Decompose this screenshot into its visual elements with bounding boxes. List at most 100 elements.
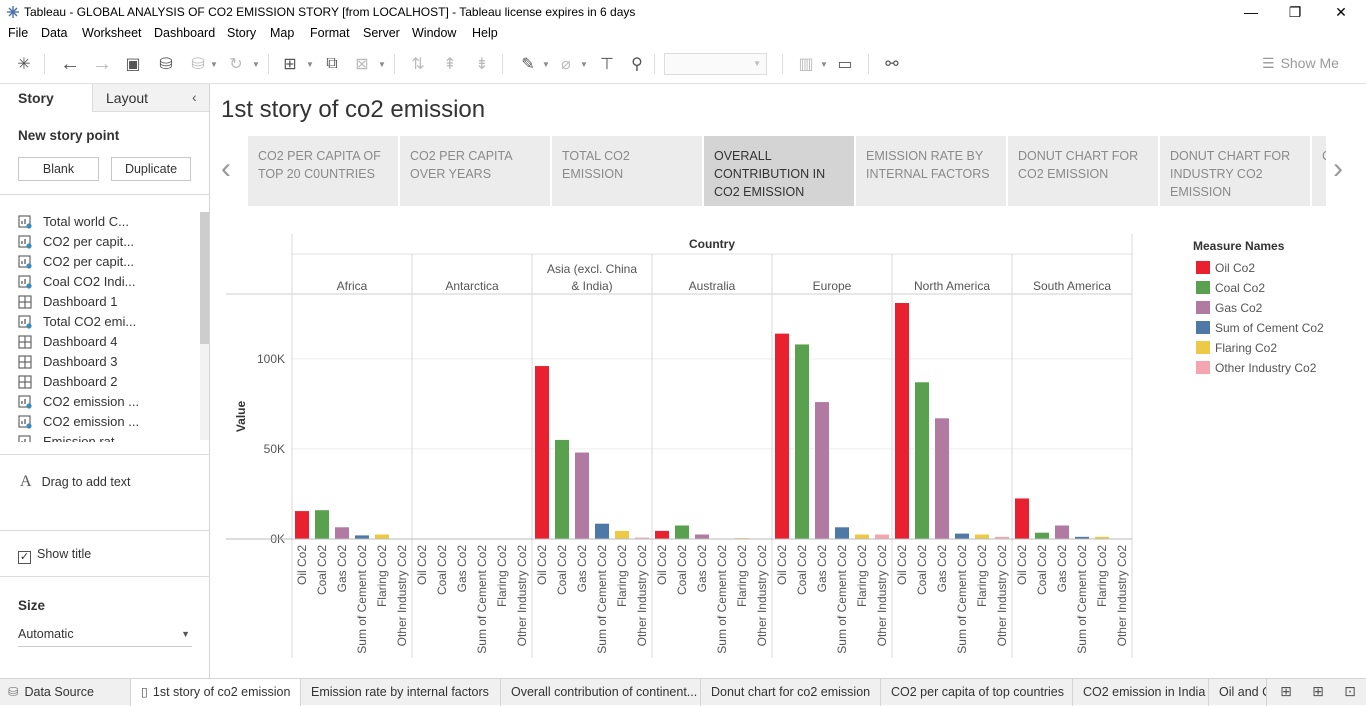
y-tick-label: 100K [257,352,285,366]
pin-icon[interactable]: ⚲ [625,52,649,76]
presentation-mode-icon[interactable]: ▭ [833,52,857,76]
worksheet-icon [18,215,32,229]
redo-icon[interactable]: → [90,52,114,76]
x-tick-label: Gas Co2 [335,545,349,593]
legend-swatch [1196,301,1210,314]
share-icon[interactable]: ⚯ [880,52,904,76]
legend-swatch [1196,261,1210,274]
menu-format[interactable]: Format [310,26,350,40]
new-sheet-icon[interactable]: ⊞ [278,52,302,76]
scrollbar-thumb[interactable] [200,212,209,344]
sort-descending-icon[interactable]: ⇟ [470,52,494,76]
sort-ascending-icon[interactable]: ⇞ [438,52,462,76]
show-labels-icon[interactable]: ⊤ [595,52,619,76]
menu-file[interactable]: File [8,26,28,40]
clear-sheet-icon[interactable]: ⊠ [350,52,374,76]
story-point-6[interactable]: DONUT CHART FOR CO2 EMISSION [1008,136,1158,206]
tableau-home-icon[interactable]: ✳ [12,52,36,76]
x-tick-label: Other Industry Co2 [755,545,769,647]
bar [575,453,589,539]
worksheet-icon [18,255,32,269]
collapse-panel-icon[interactable]: ‹ [192,89,197,105]
sheet-tab[interactable]: Donut chart for co2 emission [701,679,881,706]
x-tick-label: Sum of Cement Co2 [715,545,729,654]
chevron-down-icon[interactable]: ▼ [306,60,314,69]
show-me-button[interactable]: ☰Show Me [1262,55,1339,72]
blank-button[interactable]: Blank [18,157,99,181]
show-title-checkbox[interactable]: ✓Show title [18,547,91,564]
new-dashboard-icon[interactable]: ⊞ [1308,683,1328,701]
dashboard-icon [18,335,32,349]
pause-updates-icon[interactable]: ⛁ [186,52,210,76]
group-icon[interactable]: ⌀ [554,52,578,76]
tableau-logo-icon [6,5,20,19]
chevron-down-icon[interactable]: ▼ [252,60,260,69]
menu-dashboard[interactable]: Dashboard [154,26,215,40]
save-icon[interactable]: ▣ [121,52,145,76]
x-tick-label: Coal Co2 [555,545,569,595]
story-point-2[interactable]: CO2 PER CAPITA OVER YEARS [400,136,550,206]
chevron-down-icon[interactable]: ▼ [378,60,386,69]
chevron-down-icon[interactable]: ▼ [542,60,550,69]
menu-worksheet[interactable]: Worksheet [82,26,142,40]
swap-icon[interactable]: ⇅ [406,52,430,76]
menu-server[interactable]: Server [363,26,400,40]
x-tick-label: Other Industry Co2 [995,545,1009,647]
tab-story[interactable]: Story [0,84,92,112]
chevron-down-icon: ▼ [181,629,190,639]
previous-story-point-arrow[interactable]: ‹ [221,152,231,186]
worksheet-icon [18,395,32,409]
sheet-tab[interactable]: CO2 per capita of top countries [881,679,1073,706]
bar [915,382,929,539]
sheet-tab[interactable]: Overall contribution of continent... [501,679,701,706]
sheet-tab-label: 1st story of co2 emission [153,685,291,699]
panel-header-label: North America [914,279,990,293]
bar [775,334,789,539]
duplicate-button[interactable]: Duplicate [111,157,191,181]
sheet-tab[interactable]: Emission rate by internal factors [301,679,501,706]
refresh-icon[interactable]: ↻ [224,52,248,76]
bar [935,418,949,539]
menu-window[interactable]: Window [412,26,456,40]
sheet-tab[interactable]: CO2 emission in India [1073,679,1209,706]
menu-story[interactable]: Story [227,26,256,40]
minimize-button[interactable]: — [1228,2,1274,22]
menu-help[interactable]: Help [472,26,498,40]
new-story-icon[interactable]: ⊡ [1340,683,1360,701]
story-point-3[interactable]: TOTAL CO2 EMISSION [552,136,702,206]
sheet-list-item-label: Coal CO2 Indi... [43,274,136,289]
fit-select[interactable]: ▼ [664,53,767,75]
story-point-5[interactable]: EMISSION RATE BY INTERNAL FACTORS [856,136,1006,206]
sheet-tab[interactable]: ▯1st story of co2 emission [131,679,301,706]
new-data-source-icon[interactable]: ⛁ [154,52,178,76]
menu-data[interactable]: Data [41,26,67,40]
title-bar: Tableau - GLOBAL ANALYSIS OF CO2 EMISSIO… [0,0,1366,24]
restore-button[interactable]: ❐ [1272,2,1318,22]
data-source-tab[interactable]: ⛁Data Source [0,679,131,706]
size-select[interactable]: Automatic▼ [18,627,192,647]
story-point-8[interactable]: C O [1312,136,1326,206]
new-worksheet-icon[interactable]: ⊞ [1276,683,1296,701]
close-button[interactable]: ✕ [1318,2,1364,22]
duplicate-sheet-icon[interactable]: ⧉ [320,52,344,76]
x-tick-label: Other Industry Co2 [635,545,649,647]
y-tick-label: 50K [264,442,285,456]
bar [355,535,369,539]
undo-icon[interactable]: ← [58,52,82,76]
story-title: 1st story of co2 emission [221,96,485,124]
chevron-down-icon[interactable]: ▼ [210,60,218,69]
panel-header-label: Antarctica [445,279,499,293]
menu-map[interactable]: Map [270,26,294,40]
chevron-down-icon[interactable]: ▼ [580,60,588,69]
story-point-4[interactable]: OVERALL CONTRIBUTION IN CO2 EMISSION [704,136,854,206]
sheet-tab[interactable]: Oil and Co [1209,679,1267,706]
highlight-icon[interactable]: ✎ [516,52,540,76]
show-cards-icon[interactable]: ▥ [794,52,818,76]
next-story-point-arrow[interactable]: › [1333,152,1343,186]
story-point-7[interactable]: DONUT CHART FOR INDUSTRY CO2 EMISSION [1160,136,1310,206]
legend-item-label: Flaring Co2 [1215,341,1277,355]
chevron-down-icon[interactable]: ▼ [820,60,828,69]
story-point-1[interactable]: CO2 PER CAPITA OF TOP 20 C0UNTRIES [248,136,398,206]
